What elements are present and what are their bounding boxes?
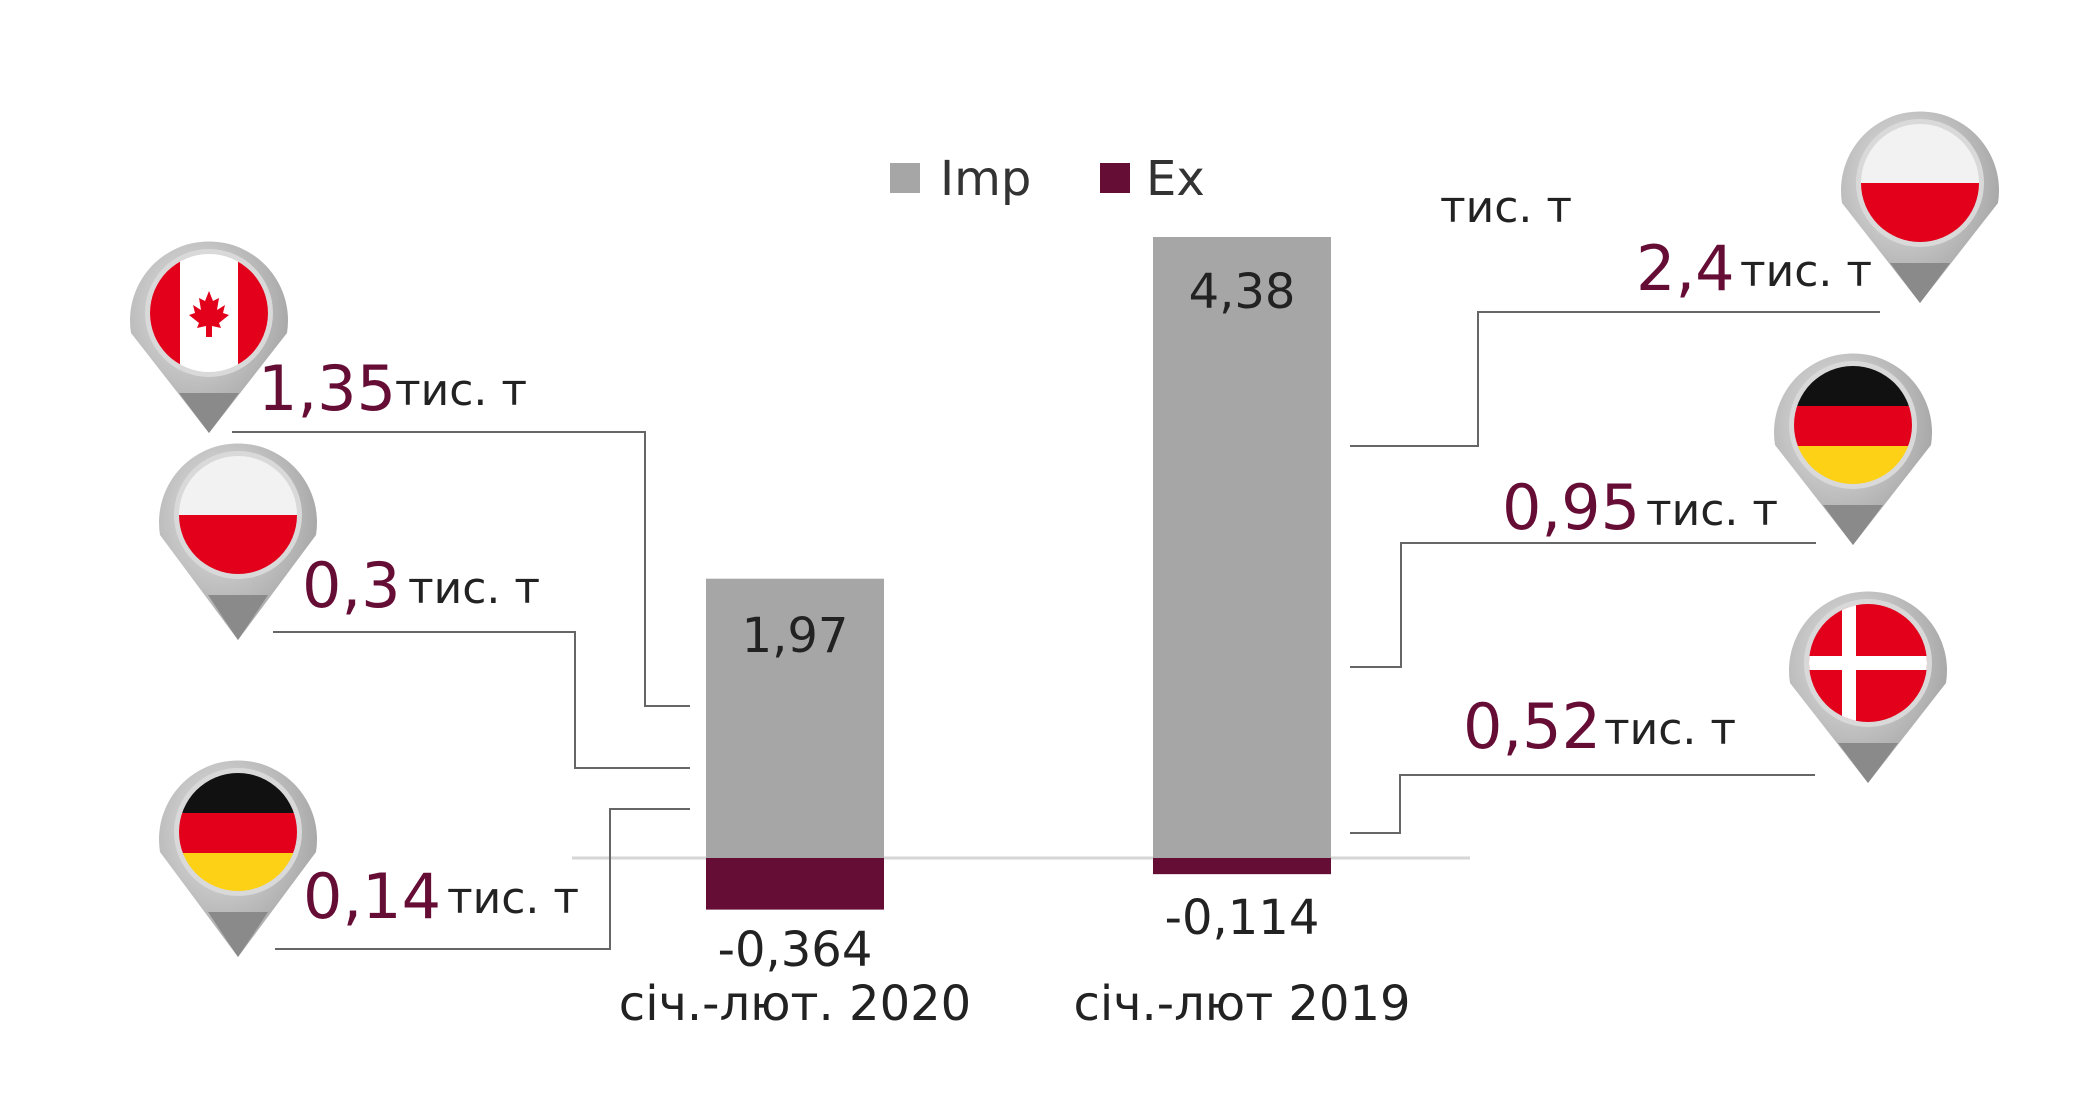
value-label-ex-2020: -0,364 <box>718 922 873 978</box>
callout-value: 0,95 <box>1502 471 1640 544</box>
value-label-ex-2019: -0,114 <box>1165 890 1320 946</box>
callout-germany-2019: 0,95 тис. т <box>1502 471 1778 544</box>
germany-flag-icon <box>1774 353 1932 545</box>
value-label-imp-2020: 1,97 <box>742 608 849 664</box>
value-label-imp-2019: 4,38 <box>1189 264 1296 320</box>
callout-value: 0,3 <box>302 549 401 622</box>
callout-unit: тис. т <box>1646 485 1778 536</box>
poland-flag-icon <box>1841 111 1999 304</box>
x-tick-2019: січ.-лют 2019 <box>1073 976 1410 1032</box>
unit-label: тис. т <box>1440 182 1572 233</box>
x-tick-2020: січ.-лют. 2020 <box>619 976 971 1032</box>
connectors <box>232 311 1880 950</box>
bar-imp-2019 <box>1153 237 1331 858</box>
canada-flag-icon <box>130 241 288 434</box>
callout-value: 0,52 <box>1463 690 1601 763</box>
bar-ex-2019 <box>1153 858 1331 875</box>
connector-poland-2020 <box>273 631 690 769</box>
legend-ex-swatch <box>1100 163 1130 193</box>
callout-unit: тис. т <box>395 365 527 416</box>
legend-imp-swatch <box>890 163 920 193</box>
connector-denmark-2019 <box>1350 774 1815 834</box>
legend: Imp Ex <box>890 151 1205 207</box>
callout-value: 1,35 <box>258 352 396 425</box>
legend-ex-label: Ex <box>1146 151 1205 207</box>
legend-imp-label: Imp <box>940 151 1031 207</box>
callout-canada: 1,35 тис. т <box>258 352 527 425</box>
connector-poland-2019 <box>1350 311 1880 447</box>
callout-germany-2020: 0,14 тис. т <box>303 860 579 933</box>
callout-unit: тис. т <box>408 563 540 614</box>
connector-canada <box>232 431 690 707</box>
bar-imp-2020 <box>706 578 884 858</box>
connector-germany-2020 <box>275 808 690 950</box>
callout-unit: тис. т <box>1604 704 1736 755</box>
germany-flag-icon <box>159 760 317 957</box>
connector-germany-2019 <box>1350 542 1816 668</box>
callout-unit: тис. т <box>1740 246 1872 297</box>
callout-poland-2019: 2,4 тис. т <box>1636 232 1872 305</box>
poland-flag-icon <box>159 443 317 640</box>
callout-poland-2020: 0,3 тис. т <box>302 549 540 622</box>
callout-unit: тис. т <box>447 873 579 924</box>
denmark-flag-icon <box>1789 591 1947 783</box>
callout-value: 0,14 <box>303 860 441 933</box>
callout-denmark-2019: 0,52 тис. т <box>1463 690 1736 763</box>
callout-value: 2,4 <box>1636 232 1735 305</box>
bar-ex-2020 <box>706 858 884 910</box>
